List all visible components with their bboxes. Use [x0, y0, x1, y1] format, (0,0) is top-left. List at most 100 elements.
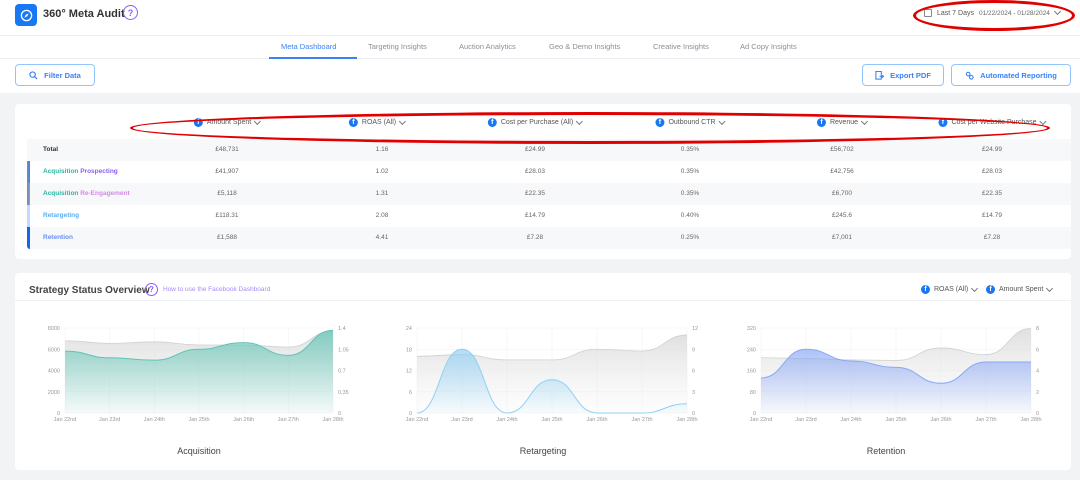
question-circle-icon[interactable]: ? [145, 283, 158, 296]
cell-cost-per-website-purchase: £14.79 [982, 212, 1002, 219]
svg-text:240: 240 [747, 347, 756, 353]
svg-text:24: 24 [406, 326, 412, 332]
facebook-icon: f [487, 118, 497, 127]
column-header-revenue[interactable]: f Revenue [816, 117, 869, 127]
table-header: f Amount Spent f ROAS (All) f Cost per Purc… [27, 112, 1071, 136]
svg-text:Jan 27th: Jan 27th [975, 417, 996, 423]
svg-text:Jan 25th: Jan 25th [188, 417, 209, 423]
row-color-bar [27, 161, 30, 183]
cell-revenue: £7,001 [832, 234, 852, 241]
cell-amount-spent: £1,588 [217, 234, 237, 241]
svg-text:Jan 26th: Jan 26th [930, 417, 951, 423]
svg-text:Jan 24th: Jan 24th [840, 417, 861, 423]
svg-text:Jan 25th: Jan 25th [541, 417, 562, 423]
tab-auction-analytics[interactable]: Auction Analytics [459, 42, 516, 51]
cell-amount-spent: £5,118 [217, 190, 237, 197]
svg-text:160: 160 [747, 369, 756, 375]
tab-creative-insights[interactable]: Creative Insights [653, 42, 709, 51]
cell-cost-per-purchase: £28.03 [525, 168, 545, 175]
cell-cost-per-website-purchase: £28.03 [982, 168, 1002, 175]
chevron-down-icon [1046, 284, 1054, 292]
svg-text:Jan 26th: Jan 26th [233, 417, 254, 423]
column-header-amount-spent[interactable]: f Amount Spent [193, 117, 262, 127]
svg-text:Jan 25th: Jan 25th [885, 417, 906, 423]
date-range-label: Last 7 Days [937, 9, 974, 17]
date-range-picker[interactable]: Last 7 Days 01/22/2024 - 01/28/2024 [924, 4, 1061, 22]
table-row-retention[interactable]: Retention £1,588 4.41 £7.28 0.25% £7,001… [27, 227, 1071, 249]
nav-tabs: Meta Dashboard Targeting Insights Auctio… [0, 36, 1080, 59]
cell-amount-spent: £41,907 [215, 168, 239, 175]
svg-text:Jan 28th: Jan 28th [1020, 417, 1041, 423]
chart-acquisition[interactable]: 0 0 2000 0.35 4000 0.7 6000 1.05 8000 1.4 Jan 22nd… [15, 323, 365, 433]
svg-text:9: 9 [692, 347, 695, 353]
row-label: Retargeting [43, 212, 80, 219]
cell-roas: 1.02 [375, 168, 389, 175]
svg-text:2: 2 [1036, 390, 1039, 396]
facebook-icon: f [938, 118, 948, 127]
svg-text:Jan 23rd: Jan 23rd [795, 417, 816, 423]
svg-text:1.4: 1.4 [338, 326, 346, 332]
chart-retention[interactable]: 0 0 80 2 160 4 240 6 320 8 Jan 22nd Jan 23rd Jan 24t… [715, 323, 1055, 433]
svg-text:Jan 24th: Jan 24th [144, 417, 165, 423]
cell-amount-spent: £48,731 [215, 146, 239, 153]
svg-text:Jan 27th: Jan 27th [631, 417, 652, 423]
cell-cost-per-website-purchase: £24.99 [982, 146, 1002, 153]
svg-text:0: 0 [57, 411, 60, 417]
cell-roas: 4.41 [375, 234, 389, 241]
chart-title-acquisition: Acquisition [177, 446, 221, 456]
cell-cost-per-purchase: £7.28 [526, 234, 544, 241]
divider [15, 300, 1071, 301]
app-title: 360° Meta Audit [43, 8, 125, 20]
svg-text:2000: 2000 [48, 390, 60, 396]
active-tab-indicator [269, 57, 357, 59]
action-bar: Filter Data Export PDF Automated Reporti… [0, 59, 1080, 93]
facebook-icon: f [193, 118, 203, 127]
table-row-total[interactable]: Total £48,731 1.16 £24.99 0.35% £56,702 … [27, 139, 1071, 161]
svg-text:8: 8 [1036, 326, 1039, 332]
table-row-acquisition-re-engagement[interactable]: Acquisition Re-Engagement £5,118 1.31 £2… [27, 183, 1071, 205]
svg-text:Jan 28th: Jan 28th [676, 417, 697, 423]
automated-reporting-button[interactable]: Automated Reporting [951, 64, 1071, 86]
help-link[interactable]: How to use the Facebook Dashboard [163, 286, 271, 293]
column-header-cost-per-purchase[interactable]: f Cost per Purchase (All) [487, 117, 584, 127]
row-label: Acquisition Re-Engagement [43, 190, 130, 197]
chevron-down-icon [971, 284, 979, 292]
automated-reporting-label: Automated Reporting [980, 70, 1057, 80]
column-header-roas[interactable]: f ROAS (All) [348, 117, 407, 127]
amount-spent-selector[interactable]: f Amount Spent [986, 284, 1054, 294]
question-circle-icon[interactable]: ? [123, 5, 138, 20]
facebook-icon: f [816, 118, 826, 127]
tab-meta-dashboard[interactable]: Meta Dashboard [281, 42, 337, 51]
table-row-acquisition-prospecting[interactable]: Acquisition Prospecting £41,907 1.02 £28… [27, 161, 1071, 183]
chart-retargeting[interactable]: 0 0 6 3 12 6 18 9 24 12 Jan 22nd Jan 23rd Jan 24th Ja… [375, 323, 705, 433]
search-icon [29, 70, 38, 80]
facebook-icon: f [921, 285, 930, 294]
app-logo[interactable] [15, 4, 37, 26]
tab-targeting-insights[interactable]: Targeting Insights [368, 42, 427, 51]
filter-data-button[interactable]: Filter Data [15, 64, 95, 86]
cell-roas: 1.16 [375, 146, 389, 153]
export-pdf-button[interactable]: Export PDF [862, 64, 944, 86]
table-row-retargeting[interactable]: Retargeting £118.31 2.08 £14.79 0.40% £2… [27, 205, 1071, 227]
cell-revenue: £56,702 [830, 146, 854, 153]
gears-icon [965, 71, 974, 80]
column-header-outbound-ctr[interactable]: f Outbound CTR [655, 117, 726, 127]
svg-text:4000: 4000 [48, 369, 60, 375]
svg-text:3: 3 [692, 390, 695, 396]
svg-text:Jan 22nd: Jan 22nd [406, 417, 429, 423]
compass-icon [20, 9, 32, 21]
row-label: Total [43, 146, 59, 153]
strategy-overview-card: Strategy Status Overview ? How to use th… [15, 273, 1071, 470]
cell-roas: 1.31 [375, 190, 389, 197]
column-header-cost-per-website-purchase[interactable]: f Cost per Website Purchase [938, 117, 1047, 127]
metrics-table-card: f Amount Spent f ROAS (All) f Cost per Purc… [15, 104, 1071, 259]
tab-ad-copy-insights[interactable]: Ad Copy Insights [740, 42, 797, 51]
roas-selector[interactable]: f ROAS (All) [921, 284, 979, 294]
tab-geo-demo-insights[interactable]: Geo & Demo Insights [549, 42, 621, 51]
row-label: Retention [43, 234, 73, 241]
top-bar: 360° Meta Audit ? Last 7 Days 01/22/2024… [0, 0, 1080, 36]
chevron-down-icon [399, 117, 407, 125]
chevron-down-icon [576, 117, 584, 125]
svg-text:6: 6 [409, 390, 412, 396]
cell-amount-spent: £118.31 [215, 212, 239, 219]
